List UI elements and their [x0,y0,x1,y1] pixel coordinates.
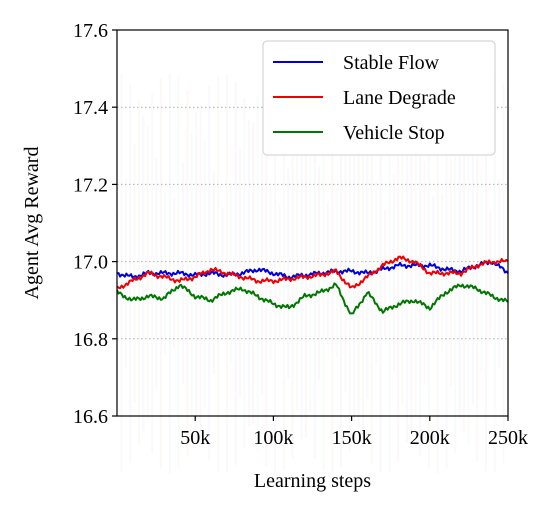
plot-frame [116,29,509,417]
x-axis-label: Learning steps [254,470,371,492]
x-axis-ticks: 50k 100k 150k 200k 250k [180,416,528,449]
x-tick-label: 100k [253,427,293,449]
y-tick-label: 16.6 [73,406,108,428]
legend-label: Vehicle Stop [343,122,445,144]
y-tick-label: 16.8 [73,329,108,351]
series-line-lane-degrade [116,255,509,290]
grid-lines [117,106,508,340]
y-axis-label: Agent Avg Reward [21,147,43,300]
y-tick-label: 17.6 [73,20,108,42]
legend-box [262,40,496,156]
series-line-stable-flow [116,260,509,281]
y-tick-label: 17.2 [73,174,108,196]
x-tick-label: 200k [410,427,450,449]
x-tick-label: 150k [332,427,372,449]
series-line-vehicle-stop [116,282,509,315]
x-tick-label: 250k [488,427,528,449]
y-tick-label: 17.0 [73,252,108,274]
y-axis-ticks: 16.6 16.8 17.0 17.2 17.4 17.6 [73,20,117,428]
legend: Stable Flow Lane Degrade Vehicle Stop [262,40,496,156]
series-lines [116,255,509,315]
y-tick-label: 17.4 [73,97,108,119]
legend-label: Lane Degrade [343,87,456,109]
legend-label: Stable Flow [343,52,440,74]
x-tick-label: 50k [180,427,210,449]
